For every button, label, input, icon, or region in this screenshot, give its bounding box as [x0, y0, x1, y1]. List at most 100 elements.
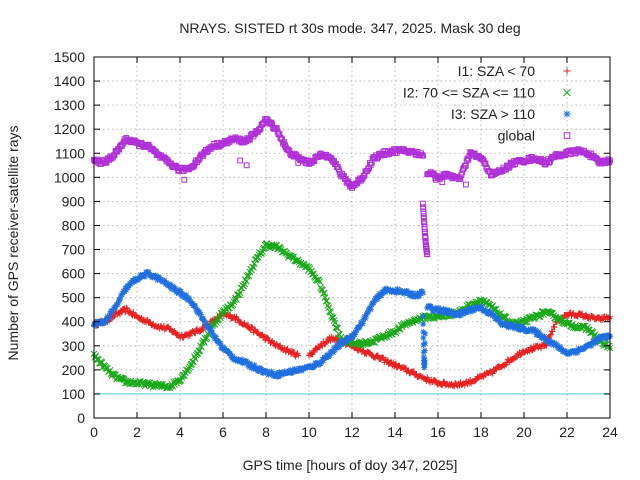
data-point	[363, 311, 370, 318]
data-point	[167, 281, 174, 288]
data-point	[438, 309, 445, 316]
data-point	[295, 352, 302, 359]
data-point	[546, 338, 553, 345]
data-point	[268, 368, 275, 375]
data-point	[334, 324, 342, 332]
data-point	[455, 309, 462, 316]
data-point	[603, 335, 610, 342]
data-point	[420, 321, 427, 328]
data-point	[491, 312, 498, 319]
data-point	[272, 125, 279, 132]
data-point	[203, 334, 211, 342]
y-tick-label: 500	[62, 290, 86, 306]
data-point	[311, 362, 318, 369]
data-point	[422, 330, 429, 337]
data-point	[357, 323, 364, 330]
data-point	[273, 125, 280, 131]
y-tick-label: 1000	[54, 169, 85, 185]
axes	[93, 56, 611, 419]
data-point	[184, 367, 192, 374]
data-point	[606, 159, 613, 166]
x-tick-label: 8	[262, 424, 270, 440]
data-point	[410, 368, 417, 375]
data-point	[209, 330, 216, 337]
data-point	[436, 306, 443, 313]
data-point	[420, 152, 426, 159]
data-point	[419, 289, 426, 296]
data-point	[167, 325, 174, 332]
legend-label: I2: 70 <= SZA <= 110	[403, 85, 535, 101]
data-point	[482, 306, 489, 313]
series-global	[91, 116, 613, 258]
x-tick-label: 14	[387, 424, 403, 440]
data-point	[409, 289, 416, 296]
legend-marker	[563, 67, 571, 75]
x-tick-label: 22	[559, 424, 575, 440]
y-tick-label: 200	[62, 362, 86, 378]
data-point	[597, 336, 604, 343]
data-point	[384, 357, 391, 364]
legend-marker	[563, 110, 571, 118]
data-point	[290, 368, 297, 375]
legend-marker	[563, 88, 571, 97]
y-tick-label: 700	[62, 242, 86, 258]
y-tick-label: 1100	[55, 145, 85, 161]
y-tick-label: 1500	[54, 49, 85, 65]
data-point	[362, 315, 369, 322]
data-point	[518, 326, 525, 333]
data-point	[443, 306, 450, 313]
data-point	[164, 384, 171, 391]
data-point	[287, 367, 294, 374]
data-point	[336, 343, 343, 350]
data-point	[332, 324, 340, 331]
y-tick-label: 1200	[54, 121, 85, 137]
data-point	[367, 306, 374, 313]
data-point	[126, 308, 133, 315]
outlier-point	[237, 157, 244, 164]
data-point	[416, 292, 423, 299]
data-point	[488, 310, 495, 317]
data-point	[227, 350, 234, 357]
data-point	[168, 285, 175, 292]
data-point	[217, 340, 224, 347]
data-point	[457, 176, 464, 182]
data-point	[421, 340, 428, 347]
legend-label: global	[498, 128, 535, 144]
data-point	[419, 313, 426, 320]
data-point	[537, 331, 544, 338]
data-point	[394, 285, 401, 292]
data-point	[200, 316, 207, 323]
data-point	[330, 317, 338, 324]
data-point	[421, 357, 428, 364]
data-point	[205, 323, 212, 330]
data-point	[251, 260, 258, 268]
data-point	[186, 332, 193, 339]
data-point	[169, 283, 176, 290]
data-point	[123, 304, 130, 311]
data-point	[420, 214, 427, 221]
y-tick-label: 900	[62, 193, 86, 209]
data-point	[245, 321, 252, 328]
data-point	[106, 314, 113, 321]
data-point	[572, 347, 579, 354]
data-point	[163, 279, 170, 286]
data-point	[229, 353, 236, 360]
data-point	[196, 309, 203, 316]
data-point	[280, 370, 287, 377]
data-point	[212, 333, 219, 340]
legend-label: I3: SZA > 110	[451, 106, 535, 122]
x-tick-label: 16	[430, 424, 446, 440]
data-point	[556, 343, 563, 350]
x-tick-label: 0	[90, 424, 98, 440]
outlier-point	[282, 143, 289, 149]
x-tick-label: 4	[176, 424, 184, 440]
x-tick-label: 24	[602, 424, 618, 440]
data-point	[599, 316, 606, 323]
data-point	[532, 327, 539, 334]
data-point	[514, 322, 521, 329]
data-point	[316, 278, 324, 285]
data-point	[508, 321, 515, 328]
data-point	[574, 349, 581, 356]
data-point	[177, 288, 184, 295]
